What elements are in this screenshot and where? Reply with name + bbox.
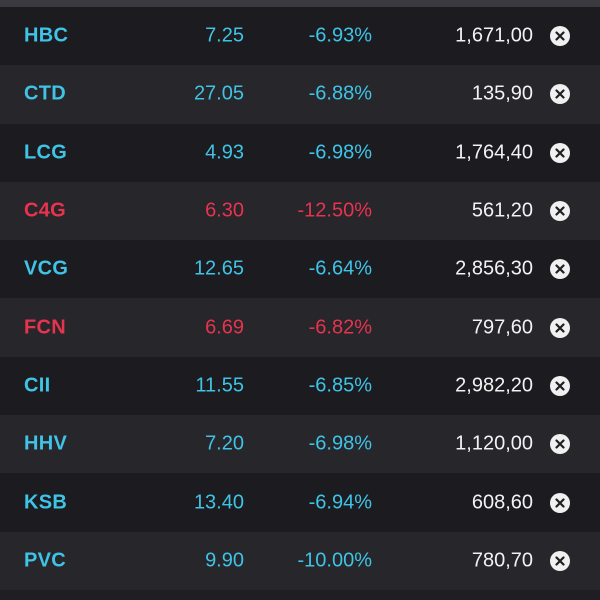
stock-symbol: FCN [24, 316, 67, 339]
stock-row[interactable]: HBC 7.25 -6.93% 1,671,00 [0, 7, 600, 66]
stock-row[interactable]: C4G 6.30 -12.50% 561,20 [0, 181, 600, 241]
stock-row[interactable]: HHV 7.20 -6.98% 1,120,00 [0, 415, 600, 474]
stock-change-percent: -6.64% [308, 257, 372, 280]
stock-row[interactable]: CII 11.55 -6.85% 2,982,20 [0, 356, 600, 416]
close-circle-icon[interactable] [550, 84, 570, 105]
stock-symbol: KSB [24, 491, 68, 514]
close-circle-icon[interactable] [550, 201, 570, 222]
stock-price: 11.55 [195, 374, 244, 397]
stock-volume: 135,90 [471, 82, 533, 105]
stock-volume: 1,764,40 [455, 141, 533, 164]
close-glyph [555, 148, 565, 158]
stock-row[interactable]: PVC 9.90 -10.00% 780,70 [0, 531, 600, 590]
stock-price: 9.90 [205, 549, 244, 572]
close-circle-icon[interactable] [550, 142, 570, 163]
stock-volume: 1,120,00 [455, 432, 533, 455]
stock-row[interactable]: KSB 13.40 -6.94% 608,60 [0, 473, 600, 532]
stock-symbol: C4G [24, 199, 67, 222]
stock-volume: 608,60 [471, 491, 533, 514]
stock-price: 6.69 [205, 316, 244, 339]
stock-row[interactable]: CTD 27.05 -6.88% 135,90 [0, 65, 600, 124]
close-glyph [555, 439, 565, 449]
stock-symbol: VCG [24, 257, 69, 280]
stock-volume: 561,20 [471, 199, 533, 222]
stock-volume: 2,856,30 [455, 257, 533, 280]
stock-volume: 797,60 [471, 316, 533, 339]
stock-volume: 780,70 [471, 549, 533, 572]
close-glyph [555, 89, 565, 100]
close-circle-icon[interactable] [550, 26, 570, 47]
stock-price: 7.20 [205, 432, 244, 455]
close-circle-icon[interactable] [550, 492, 570, 513]
close-glyph [555, 381, 565, 391]
close-glyph [555, 206, 565, 216]
stock-symbol: CII [24, 374, 51, 397]
stock-change-percent: -6.88% [308, 82, 372, 105]
stock-change-percent: -6.98% [308, 432, 372, 455]
stock-price: 6.30 [205, 199, 244, 222]
stock-row[interactable]: FCN 6.69 -6.82% 797,60 [0, 298, 600, 357]
watchlist: HBC 7.25 -6.93% 1,671,00 CTD 27.05 -6.88… [0, 7, 600, 590]
stock-change-percent: -6.85% [308, 374, 372, 397]
stock-change-percent: -12.50% [297, 199, 373, 222]
stock-change-percent: -6.82% [308, 316, 372, 339]
stock-symbol: HBC [24, 24, 69, 47]
stock-price: 13.40 [193, 491, 244, 514]
stock-price: 12.65 [193, 257, 244, 280]
stock-symbol: LCG [24, 141, 68, 164]
close-circle-icon[interactable] [550, 550, 570, 571]
stock-price: 7.25 [205, 24, 244, 47]
stock-symbol: CTD [24, 82, 67, 105]
stock-row[interactable]: VCG 12.65 -6.64% 2,856,30 [0, 240, 600, 299]
close-glyph [555, 323, 565, 333]
stock-change-percent: -6.94% [308, 491, 372, 514]
stock-change-percent: -6.98% [308, 141, 372, 164]
stock-price: 27.05 [193, 82, 244, 105]
stock-volume: 1,671,00 [455, 24, 533, 47]
close-glyph [555, 264, 565, 274]
close-circle-icon[interactable] [550, 317, 570, 338]
stock-row[interactable]: LCG 4.93 -6.98% 1,764,40 [0, 123, 600, 182]
close-circle-icon[interactable] [550, 375, 570, 396]
stock-change-percent: -6.93% [308, 24, 372, 47]
close-circle-icon[interactable] [550, 434, 570, 455]
close-glyph [555, 31, 565, 41]
stock-price: 4.93 [205, 141, 244, 164]
close-glyph [555, 556, 565, 566]
stock-symbol: HHV [24, 432, 68, 455]
close-glyph [555, 497, 565, 508]
stock-change-percent: -10.00% [297, 549, 373, 572]
top-divider [0, 0, 600, 7]
stock-symbol: PVC [24, 549, 67, 572]
close-circle-icon[interactable] [550, 259, 570, 280]
stock-volume: 2,982,20 [455, 374, 533, 397]
